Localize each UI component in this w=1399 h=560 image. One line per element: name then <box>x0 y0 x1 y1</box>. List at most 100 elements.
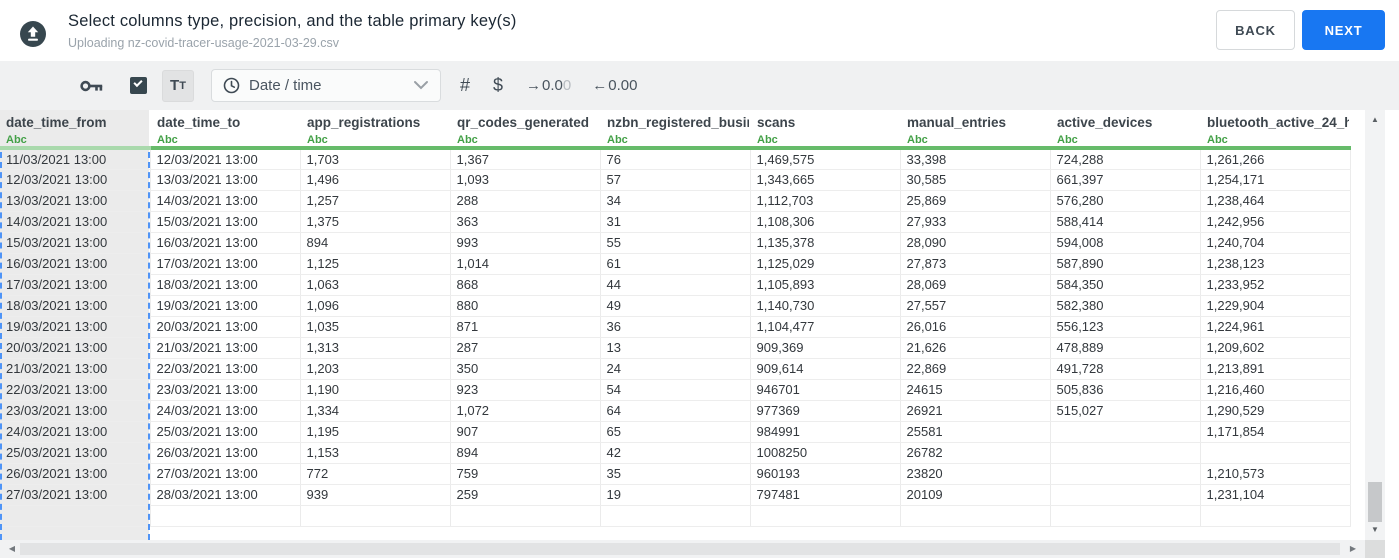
table-cell: 1,224,961 <box>1200 316 1351 338</box>
scroll-down-arrow-icon[interactable]: ▼ <box>1371 525 1379 534</box>
table-cell: 661,397 <box>1050 169 1201 191</box>
increase-decimal-button[interactable]: → 0.0 0 <box>526 77 571 94</box>
table-cell: 13 <box>600 337 751 359</box>
scroll-left-arrow-icon[interactable]: ◀ <box>8 544 16 553</box>
column-header-manual_entries[interactable]: manual_entries Abc <box>900 110 1051 150</box>
currency-type-button[interactable]: $ <box>493 75 504 95</box>
primary-key-icon[interactable] <box>80 79 104 93</box>
back-button[interactable]: BACK <box>1216 10 1295 50</box>
table-cell: 18/03/2021 13:00 <box>0 295 151 317</box>
table-cell: 1,213,891 <box>1200 358 1351 380</box>
table-cell: 16/03/2021 13:00 <box>0 253 151 275</box>
column-name: date_time_to <box>157 115 241 130</box>
next-button[interactable]: NEXT <box>1302 10 1385 50</box>
table-cell: 13/03/2021 13:00 <box>150 169 301 191</box>
table-row-empty <box>0 505 1351 527</box>
table-cell: 363 <box>450 211 601 233</box>
table-cell: 1,254,171 <box>1200 169 1351 191</box>
table-cell <box>1050 484 1201 506</box>
decimal-value-light: 0 <box>562 77 572 94</box>
column-header-qr_codes_generated[interactable]: qr_codes_generated Abc <box>450 110 601 150</box>
column-header-date_time_to[interactable]: date_time_to Abc <box>150 110 301 150</box>
column-header-bluetooth_active_24_hr_[interactable]: bluetooth_active_24_hr_ Abc <box>1200 110 1351 150</box>
column-header-scans[interactable]: scans Abc <box>750 110 901 150</box>
table-cell: 30,585 <box>900 169 1051 191</box>
table-cell: 1,240,704 <box>1200 232 1351 254</box>
table-cell: 505,836 <box>1050 379 1201 401</box>
table-cell: 19/03/2021 13:00 <box>0 316 151 338</box>
column-header-nzbn_registered_busine[interactable]: nzbn_registered_busine Abc <box>600 110 751 150</box>
table-cell: 1,072 <box>450 400 601 422</box>
table-cell: 76 <box>600 148 751 170</box>
scroll-up-arrow-icon[interactable]: ▲ <box>1371 115 1379 124</box>
table-cell: 1,229,904 <box>1200 295 1351 317</box>
table-cell: 1,343,665 <box>750 169 901 191</box>
table-cell: 587,890 <box>1050 253 1201 275</box>
table-cell: 24/03/2021 13:00 <box>150 400 301 422</box>
table-cell: 1,238,464 <box>1200 190 1351 212</box>
decrease-decimal-button[interactable]: ← 0.00 <box>592 77 637 94</box>
table-cell <box>150 505 301 527</box>
column-type-badge: Abc <box>1207 134 1228 146</box>
table-cell: 1,190 <box>300 379 451 401</box>
table-cell: 1,469,575 <box>750 148 901 170</box>
table-cell: 1,375 <box>300 211 451 233</box>
table-row: 21/03/2021 13:00 22/03/2021 13:00 1,203 350… <box>0 358 1351 380</box>
table-cell: 27,873 <box>900 253 1051 275</box>
table-cell: 49 <box>600 295 751 317</box>
table-cell: 24/03/2021 13:00 <box>0 421 151 443</box>
text-type-label-small: T <box>179 79 186 92</box>
table-cell: 909,614 <box>750 358 901 380</box>
column-type-badge: Abc <box>157 134 178 146</box>
table-cell: 22,869 <box>900 358 1051 380</box>
horizontal-scrollbar[interactable]: ◀ ▶ <box>0 540 1365 558</box>
table-row: 13/03/2021 13:00 14/03/2021 13:00 1,257 288… <box>0 190 1351 212</box>
table-cell: 1,231,104 <box>1200 484 1351 506</box>
table-cell: 772 <box>300 463 451 485</box>
column-header-app_registrations[interactable]: app_registrations Abc <box>300 110 451 150</box>
table-cell: 1,105,893 <box>750 274 901 296</box>
table-cell: 1,703 <box>300 148 451 170</box>
table-cell: 42 <box>600 442 751 464</box>
table-cell: 1,112,703 <box>750 190 901 212</box>
scroll-right-arrow-icon[interactable]: ▶ <box>1349 544 1357 553</box>
table-cell: 17/03/2021 13:00 <box>0 274 151 296</box>
table-cell: 1,171,854 <box>1200 421 1351 443</box>
table-cell: 34 <box>600 190 751 212</box>
column-type-dropdown[interactable]: Date / time <box>211 69 441 102</box>
table-cell: 1,093 <box>450 169 601 191</box>
table-cell <box>750 505 901 527</box>
table-row: 12/03/2021 13:00 13/03/2021 13:00 1,496 1,0… <box>0 169 1351 191</box>
table-cell: 946701 <box>750 379 901 401</box>
table-row: 25/03/2021 13:00 26/03/2021 13:00 1,153 894… <box>0 442 1351 464</box>
number-type-button[interactable]: # <box>460 75 471 95</box>
table-cell: 984991 <box>750 421 901 443</box>
table-cell: 22/03/2021 13:00 <box>0 379 151 401</box>
column-header-date_time_from[interactable]: date_time_from Abc <box>0 110 151 150</box>
table-cell: 25581 <box>900 421 1051 443</box>
vertical-scrollbar-thumb[interactable] <box>1368 482 1382 522</box>
table-cell: 26/03/2021 13:00 <box>0 463 151 485</box>
column-header-active_devices[interactable]: active_devices Abc <box>1050 110 1201 150</box>
table-cell <box>1050 505 1201 527</box>
column-include-checkbox[interactable] <box>130 77 147 94</box>
table-row: 11/03/2021 13:00 12/03/2021 13:00 1,703 1,3… <box>0 148 1351 170</box>
table-cell: 31 <box>600 211 751 233</box>
table-cell: 909,369 <box>750 337 901 359</box>
table-cell: 1,238,123 <box>1200 253 1351 275</box>
table-cell: 14/03/2021 13:00 <box>150 190 301 212</box>
table-cell: 939 <box>300 484 451 506</box>
horizontal-scrollbar-thumb[interactable] <box>20 543 1340 555</box>
data-preview-grid: date_time_from Abc date_time_to Abc app_regi… <box>0 110 1365 540</box>
table-cell: 287 <box>450 337 601 359</box>
table-cell: 25,869 <box>900 190 1051 212</box>
vertical-scrollbar[interactable]: ▲ ▼ <box>1365 110 1385 540</box>
table-cell: 55 <box>600 232 751 254</box>
table-cell: 1,242,956 <box>1200 211 1351 233</box>
chevron-down-icon <box>413 77 429 95</box>
table-cell: 1,135,378 <box>750 232 901 254</box>
arrow-right-icon: → <box>526 77 542 94</box>
table-cell: 44 <box>600 274 751 296</box>
table-cell: 1,140,730 <box>750 295 901 317</box>
